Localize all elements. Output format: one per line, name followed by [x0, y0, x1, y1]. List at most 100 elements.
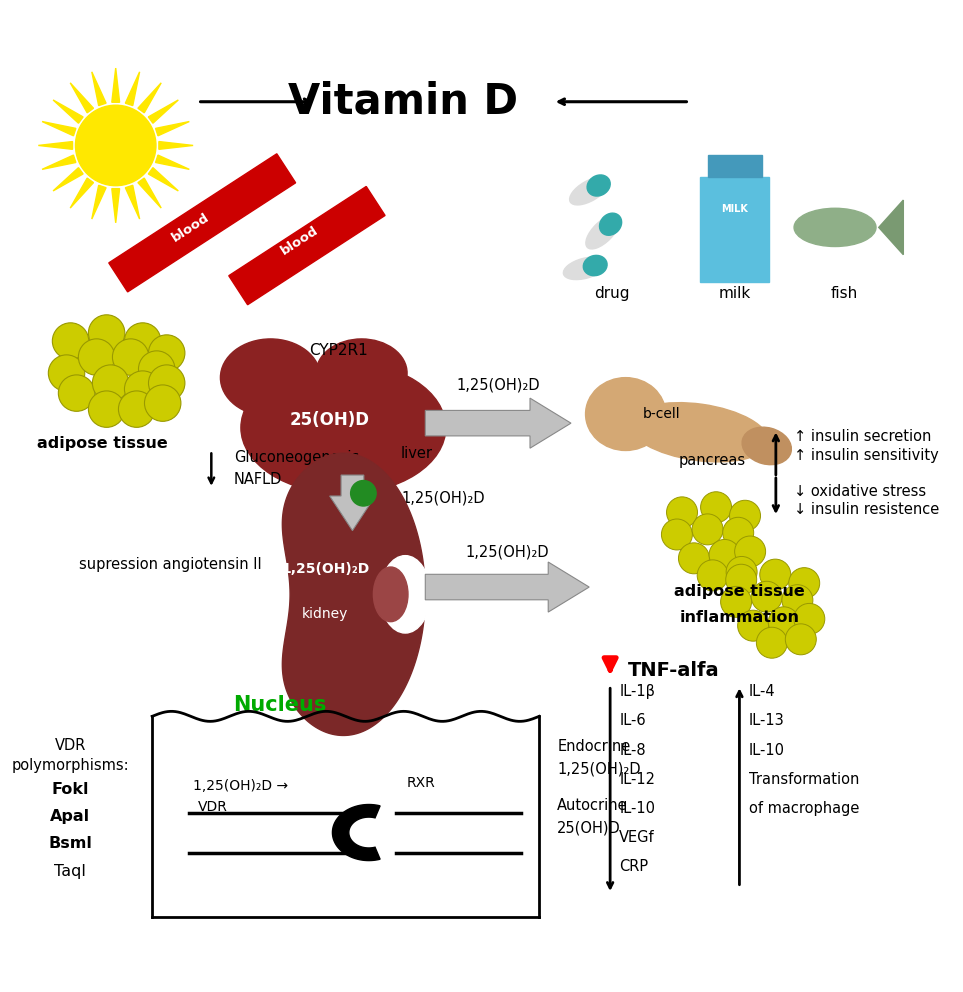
Text: 1,25(OH)₂D: 1,25(OH)₂D: [465, 545, 549, 559]
Circle shape: [730, 500, 761, 532]
Circle shape: [78, 339, 115, 375]
Circle shape: [59, 375, 94, 412]
Circle shape: [723, 517, 754, 549]
Ellipse shape: [563, 257, 606, 280]
Text: liver: liver: [401, 445, 432, 460]
Ellipse shape: [221, 339, 321, 417]
Text: 25(OH)D: 25(OH)D: [558, 820, 621, 836]
Text: IL-1β: IL-1β: [619, 684, 655, 699]
Text: CYP2R1: CYP2R1: [309, 343, 368, 358]
Polygon shape: [53, 100, 83, 123]
Polygon shape: [879, 200, 903, 255]
Circle shape: [124, 322, 161, 359]
Text: blood: blood: [169, 210, 212, 244]
Polygon shape: [70, 82, 93, 113]
Text: inflammation: inflammation: [680, 610, 799, 625]
Polygon shape: [138, 82, 161, 113]
Text: supression angiotensin II: supression angiotensin II: [79, 557, 262, 571]
Circle shape: [113, 339, 149, 375]
Circle shape: [148, 335, 185, 371]
Text: RXR: RXR: [407, 776, 436, 790]
Text: VDR: VDR: [197, 801, 227, 814]
Circle shape: [692, 514, 723, 545]
Ellipse shape: [600, 213, 622, 235]
Text: ↓ insulin resistence: ↓ insulin resistence: [794, 502, 939, 517]
Text: fish: fish: [830, 287, 858, 302]
Circle shape: [124, 371, 161, 408]
Text: 1,25(OH)₂D: 1,25(OH)₂D: [558, 762, 641, 777]
Circle shape: [89, 314, 125, 351]
Text: ↑ insulin secretion: ↑ insulin secretion: [794, 430, 931, 444]
Circle shape: [782, 584, 813, 616]
Polygon shape: [426, 398, 571, 448]
Polygon shape: [332, 805, 380, 861]
Polygon shape: [42, 155, 76, 170]
Polygon shape: [148, 100, 178, 123]
Text: IL-12: IL-12: [619, 772, 655, 787]
Circle shape: [709, 540, 741, 570]
Circle shape: [89, 391, 125, 428]
Text: IL-13: IL-13: [748, 713, 784, 728]
Polygon shape: [53, 168, 83, 190]
Circle shape: [351, 480, 377, 506]
Circle shape: [697, 559, 728, 591]
Text: MILK: MILK: [721, 204, 748, 214]
Polygon shape: [148, 168, 178, 190]
FancyBboxPatch shape: [708, 155, 762, 178]
Text: pancreas: pancreas: [679, 453, 745, 468]
Text: Apal: Apal: [50, 809, 91, 824]
Text: adipose tissue: adipose tissue: [674, 584, 805, 599]
Text: b-cell: b-cell: [643, 407, 681, 421]
Text: VEGf: VEGf: [619, 830, 655, 845]
Text: Bsml: Bsml: [48, 836, 92, 851]
Text: kidney: kidney: [302, 607, 349, 621]
Circle shape: [701, 492, 732, 523]
Ellipse shape: [586, 378, 665, 450]
Circle shape: [760, 559, 791, 590]
Text: CRP: CRP: [619, 859, 648, 874]
Text: Fokl: Fokl: [51, 782, 89, 797]
Text: VDR
polymorphisms:: VDR polymorphisms:: [12, 738, 129, 773]
Circle shape: [118, 391, 155, 428]
Ellipse shape: [794, 208, 876, 246]
Circle shape: [148, 365, 185, 402]
Circle shape: [789, 567, 820, 598]
Text: milk: milk: [718, 287, 751, 302]
Text: IL-6: IL-6: [619, 713, 646, 728]
Polygon shape: [159, 142, 194, 150]
Polygon shape: [109, 154, 296, 292]
Text: Taql: Taql: [54, 864, 86, 879]
Circle shape: [735, 536, 766, 567]
Text: blood: blood: [278, 224, 321, 258]
Text: Nucleus: Nucleus: [233, 695, 326, 715]
Text: 1,25(OH)₂D: 1,25(OH)₂D: [456, 377, 540, 393]
Text: adipose tissue: adipose tissue: [37, 435, 168, 450]
Text: IL-10: IL-10: [619, 801, 655, 815]
Ellipse shape: [570, 177, 609, 205]
Circle shape: [738, 610, 768, 641]
Text: Transformation: Transformation: [748, 772, 859, 787]
Ellipse shape: [587, 175, 611, 196]
Text: Vitamin D: Vitamin D: [288, 80, 517, 123]
Polygon shape: [112, 188, 119, 223]
Circle shape: [666, 497, 697, 528]
Polygon shape: [329, 475, 376, 531]
Text: Endocrine: Endocrine: [558, 739, 631, 754]
Polygon shape: [112, 68, 119, 102]
Circle shape: [139, 351, 175, 387]
Polygon shape: [91, 186, 106, 219]
Polygon shape: [39, 142, 72, 150]
Ellipse shape: [380, 556, 430, 633]
Circle shape: [92, 365, 129, 402]
Circle shape: [52, 322, 89, 359]
Ellipse shape: [629, 403, 768, 462]
Circle shape: [144, 385, 181, 422]
Text: 1,25(OH)₂D: 1,25(OH)₂D: [402, 490, 485, 505]
Circle shape: [662, 519, 692, 550]
Circle shape: [756, 627, 788, 659]
FancyBboxPatch shape: [700, 178, 769, 282]
Circle shape: [794, 603, 824, 634]
Ellipse shape: [584, 255, 607, 276]
Text: TNF-alfa: TNF-alfa: [628, 662, 719, 681]
Polygon shape: [426, 562, 589, 612]
